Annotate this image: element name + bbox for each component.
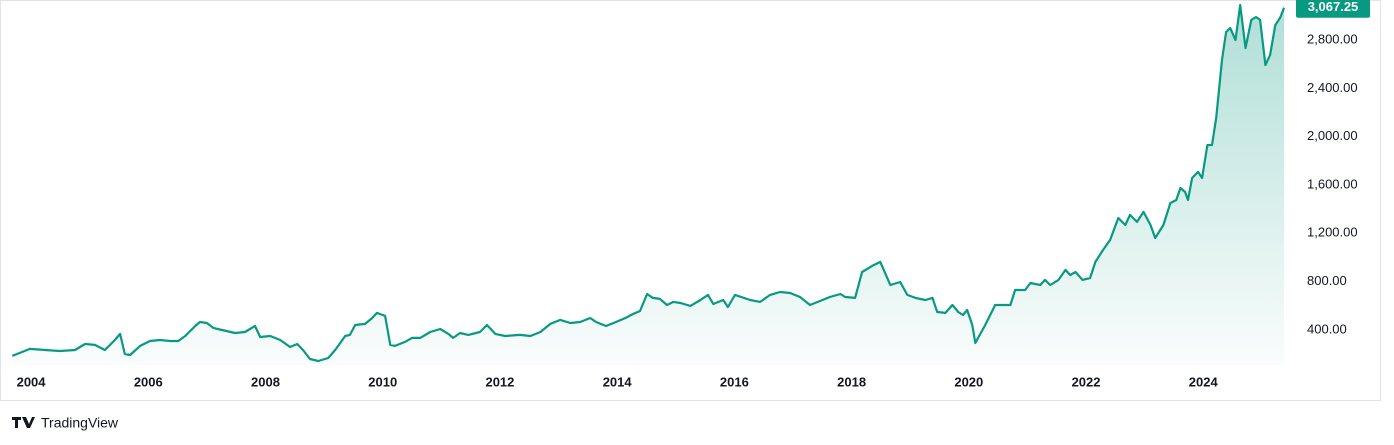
price-line — [11, 3, 1286, 363]
x-tick-label: 2022 — [1072, 374, 1101, 389]
x-tick-label: 2004 — [17, 374, 47, 389]
logo: TradingView — [12, 415, 119, 431]
y-tick-label: 2,800.00 — [1307, 31, 1358, 46]
x-tick-label: 2014 — [603, 374, 633, 389]
x-tick-label: 2006 — [134, 374, 163, 389]
y-tick-label: 2,400.00 — [1307, 80, 1358, 95]
x-tick-label: 2018 — [837, 374, 866, 389]
x-tick-label: 2024 — [1189, 374, 1219, 389]
y-tick-label: 1,200.00 — [1307, 225, 1358, 240]
y-tick-label: 1,600.00 — [1307, 176, 1358, 191]
last-price-badge — [1296, 0, 1370, 18]
y-tick-label: 400.00 — [1307, 321, 1347, 336]
y-tick-label: 2,000.00 — [1307, 128, 1358, 143]
y-tick-label: 800.00 — [1307, 273, 1347, 288]
x-tick-label: 2012 — [485, 374, 514, 389]
last-price-label: 3,067.25 — [1308, 0, 1359, 14]
logo-text: TradingView — [41, 415, 119, 431]
x-tick-label: 2008 — [251, 374, 280, 389]
area — [12, 5, 1285, 365]
chart-frame — [0, 0, 1381, 401]
x-tick-label: 2016 — [720, 374, 749, 389]
x-tick-label: 2010 — [368, 374, 397, 389]
logo-icon — [12, 417, 35, 428]
x-tick-label: 2020 — [954, 374, 983, 389]
